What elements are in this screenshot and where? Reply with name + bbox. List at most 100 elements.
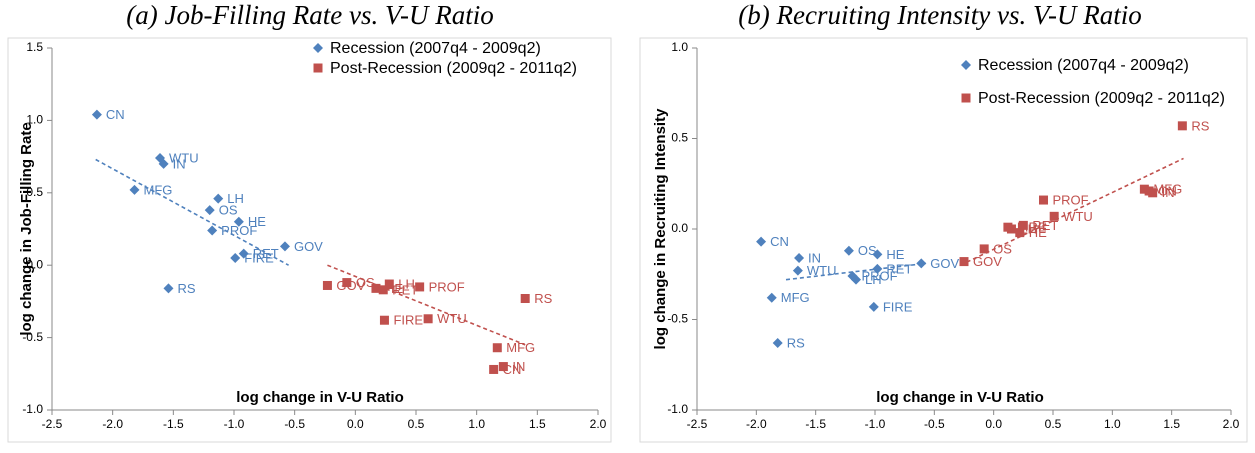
point xyxy=(384,279,394,289)
point xyxy=(230,252,241,263)
point-label: RET xyxy=(1032,218,1058,233)
point-label: FIRE xyxy=(883,299,913,314)
point-label: CN xyxy=(106,107,125,122)
x-axis-label: log change in V-U Ratio xyxy=(876,389,1044,406)
y-tick-label: 1.0 xyxy=(26,113,43,127)
point xyxy=(233,216,244,227)
legend-marker xyxy=(961,60,971,70)
point xyxy=(959,257,969,267)
point xyxy=(415,282,425,292)
y-tick-label: -0.5 xyxy=(22,330,43,344)
point-label: GOV xyxy=(294,239,323,254)
point xyxy=(238,248,249,259)
legend-label: Recession (2007q4 - 2009q2) xyxy=(330,40,541,57)
point-label: IN xyxy=(1162,185,1175,200)
x-tick-label: 1.5 xyxy=(1163,417,1180,431)
point-label: PROF xyxy=(221,223,257,238)
x-tick-label: -0.5 xyxy=(924,417,945,431)
point xyxy=(1049,211,1059,221)
point xyxy=(498,362,508,372)
point xyxy=(1139,184,1149,194)
x-tick-label: 1.0 xyxy=(468,417,485,431)
point xyxy=(489,364,499,374)
point xyxy=(794,252,805,263)
point xyxy=(378,285,388,295)
point-label: OS xyxy=(219,203,238,218)
trend-line xyxy=(785,262,927,281)
point xyxy=(91,109,102,120)
point xyxy=(520,294,530,304)
point xyxy=(279,241,290,252)
point-label: RET xyxy=(253,246,279,261)
point xyxy=(163,283,174,294)
y-tick-label: 1.5 xyxy=(26,40,43,54)
point-label: RS xyxy=(177,281,195,296)
x-tick-label: 1.0 xyxy=(1104,417,1121,431)
point xyxy=(1148,188,1158,198)
point xyxy=(423,314,433,324)
point xyxy=(792,265,803,276)
x-tick-label: -2.0 xyxy=(746,417,767,431)
point-label: MFG xyxy=(506,340,535,355)
point xyxy=(213,193,224,204)
x-tick-label: 0.5 xyxy=(1045,417,1062,431)
point-label: FIRE xyxy=(244,250,274,265)
y-tick-label: -1.0 xyxy=(667,402,688,416)
x-tick-label: 0.5 xyxy=(408,417,425,431)
point xyxy=(772,338,783,349)
point xyxy=(158,158,169,169)
point-label: WTU xyxy=(169,150,199,165)
x-tick-label: 0.0 xyxy=(985,417,1002,431)
x-tick-label: -1.5 xyxy=(805,417,826,431)
x-axis-label: log change in V-U Ratio xyxy=(236,389,404,406)
point-label: MFG xyxy=(781,290,810,305)
point xyxy=(492,343,502,353)
point xyxy=(207,225,218,236)
y-axis-label: log change in Recruiting Intensity xyxy=(652,108,669,350)
point-label: OS xyxy=(858,243,877,258)
legend-label: Post-Recession (2009q2 - 2011q2) xyxy=(330,60,577,77)
trend-line xyxy=(960,157,1184,266)
point xyxy=(766,292,777,303)
point xyxy=(843,245,854,256)
panel-frame xyxy=(639,37,1248,443)
trend-line xyxy=(95,158,289,266)
x-tick-label: 0.0 xyxy=(347,417,364,431)
point-label: CN xyxy=(503,362,522,377)
point xyxy=(872,249,883,260)
point-label: HE xyxy=(248,214,266,229)
point-label: WTU xyxy=(437,311,467,326)
point-label: WTU xyxy=(807,263,837,278)
point xyxy=(204,205,215,216)
point xyxy=(916,258,927,269)
y-tick-label: 0.5 xyxy=(26,185,43,199)
x-tick-label: -2.5 xyxy=(42,417,63,431)
point-label: FIRE xyxy=(393,313,423,328)
point xyxy=(371,283,381,293)
y-tick-label: -1.0 xyxy=(22,402,43,416)
legend-label: Post-Recession (2009q2 - 2011q2) xyxy=(978,90,1225,107)
x-tick-label: -0.5 xyxy=(284,417,305,431)
point xyxy=(1039,195,1049,205)
point-label: PROF xyxy=(429,279,465,294)
x-tick-label: -1.0 xyxy=(224,417,245,431)
x-tick-label: 2.0 xyxy=(590,417,607,431)
point xyxy=(322,280,332,290)
point xyxy=(979,244,989,254)
point xyxy=(342,278,352,288)
point-label: IN xyxy=(512,359,525,374)
point-label: IN xyxy=(808,250,821,265)
point-label: CN xyxy=(1158,183,1177,198)
point xyxy=(851,274,862,285)
x-tick-label: 1.5 xyxy=(529,417,546,431)
x-tick-label: 2.0 xyxy=(1223,417,1240,431)
point-label: MFG xyxy=(144,182,173,197)
point-label: RET xyxy=(886,261,912,276)
y-tick-label: -0.5 xyxy=(667,312,688,326)
x-tick-label: -1.0 xyxy=(865,417,886,431)
point-label: LH xyxy=(865,272,882,287)
point-label: OS xyxy=(356,275,375,290)
panel-frame xyxy=(7,37,612,443)
point-label: MFG xyxy=(1153,182,1182,197)
